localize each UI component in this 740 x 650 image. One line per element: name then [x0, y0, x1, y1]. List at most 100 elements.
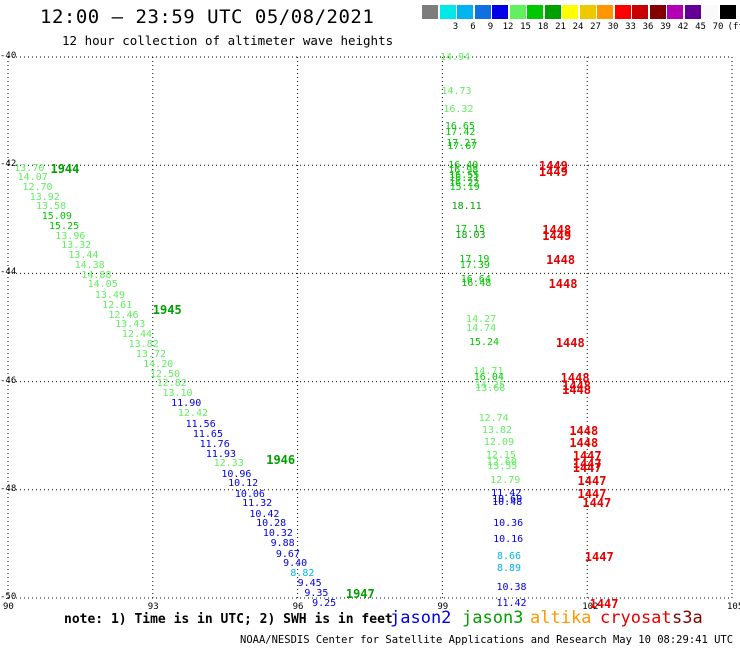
wave-height-value: 14.73 [441, 85, 472, 97]
wave-height-value: 10.36 [493, 517, 524, 529]
wave-height-value: 17.39 [459, 259, 490, 271]
wave-height-value: 11.90 [171, 398, 202, 410]
wave-height-value: 17.42 [445, 126, 476, 138]
pass-time-label: 1448 [560, 371, 590, 386]
lat-tick-label: -40 [0, 51, 17, 61]
color-swatch-label: 15 [520, 22, 531, 32]
wave-height-value: 18.11 [451, 201, 482, 213]
wave-height-value: 10.16 [493, 533, 524, 545]
wave-height-value: 14.25 [474, 379, 505, 391]
color-swatch-label: 3 [452, 22, 459, 32]
pass-time-label: 1447 [572, 449, 602, 464]
wave-height-value: 16.22 [449, 177, 480, 189]
pass-time-label: 1448 [546, 252, 576, 267]
wave-height-value: 18.03 [455, 230, 486, 242]
color-swatch-label: (ft) [727, 22, 740, 32]
wave-height-value: 13.70 [14, 162, 45, 174]
pass-time-label: 1447 [572, 456, 602, 471]
wave-height-value: 17.19 [459, 253, 490, 265]
wave-height-value: 9.25 [312, 597, 337, 609]
wave-height-value: 14.07 [17, 171, 48, 183]
wave-height-value: 11.56 [185, 418, 216, 430]
wave-height-value: 8.66 [496, 551, 522, 563]
wave-height-value: 14.38 [74, 259, 105, 271]
color-swatch [492, 5, 508, 19]
wave-height-value: 15.25 [49, 221, 80, 233]
wave-height-value: 14.27 [466, 313, 497, 325]
color-swatch-label: 12 [502, 22, 514, 32]
wave-height-value: 14.88 [81, 269, 112, 281]
wave-height-value: 15.24 [468, 336, 500, 348]
lat-tick-label: -48 [0, 483, 17, 494]
color-swatch-label: 6 [470, 22, 476, 32]
color-swatch [614, 5, 631, 19]
wave-height-value: 13.82 [481, 424, 513, 436]
wave-height-value: 8.89 [496, 563, 522, 575]
wave-height-value: 10.42 [249, 508, 280, 520]
color-swatch-label: 45 [695, 22, 706, 32]
wave-height-value: 13.10 [162, 388, 193, 400]
lat-tick-label: -50 [0, 592, 17, 602]
color-swatch-label: 24 [572, 22, 584, 32]
wave-height-value: 9.45 [297, 578, 322, 590]
color-swatch-label: 70 [712, 22, 724, 32]
wave-height-value: 13.55 [487, 461, 518, 473]
wave-height-value: 10.06 [234, 488, 265, 500]
pass-time-label: 1946 [266, 453, 296, 468]
wave-height-value: 13.92 [29, 191, 60, 203]
color-swatch [649, 5, 666, 19]
pass-time-label: 1448 [569, 423, 599, 438]
pass-time-label: 1947 [345, 586, 375, 601]
wave-height-value: 12.74 [478, 413, 509, 425]
legend-cryosat: cryosat [600, 608, 672, 628]
pass-time-label: 1447 [582, 496, 612, 511]
wave-height-value: 17.15 [454, 224, 486, 236]
pass-time-label: 1448 [555, 335, 585, 350]
pass-time-label: 1449 [538, 159, 568, 174]
wave-height-value: 9.35 [304, 588, 329, 600]
color-swatch [684, 5, 701, 19]
wave-height-value: 12.09 [483, 437, 515, 449]
pass-time-label: 1447 [572, 461, 602, 476]
wave-height-value: 11.32 [242, 498, 273, 510]
pass-time-label: 1449 [538, 164, 568, 179]
wave-height-value: 10.32 [262, 528, 293, 540]
color-swatch [457, 5, 473, 19]
wave-height-value: 13.49 [94, 289, 125, 301]
color-swatch [544, 5, 561, 19]
wave-height-value: 16.04 [473, 372, 504, 384]
pass-time-label: 1448 [542, 223, 572, 238]
color-swatch-label: 39 [660, 22, 671, 32]
wave-height-value: 15.19 [449, 181, 480, 193]
wave-height-value: 12.50 [149, 368, 180, 380]
wave-height-value: 8.82 [290, 568, 315, 580]
pass-time-label: 1448 [569, 436, 599, 451]
wave-height-value: 17.67 [447, 141, 478, 153]
wave-height-value: 16.65 [444, 121, 475, 133]
legend-altika: altika [530, 608, 592, 628]
color-swatch [439, 5, 456, 19]
color-swatch [667, 5, 683, 19]
color-swatch [597, 5, 613, 19]
wave-height-value: 14.05 [87, 279, 118, 291]
wave-height-value: 12.70 [22, 181, 53, 193]
pass-time-label: 1447 [577, 487, 607, 502]
wave-height-value: 12.33 [213, 457, 244, 469]
wave-height-value: 13.44 [68, 250, 99, 262]
wave-height-value: 10.38 [496, 582, 527, 594]
pass-time-label: 1447 [589, 596, 619, 611]
wave-height-value: 13.82 [128, 339, 159, 351]
wave-height-value: 15.09 [41, 211, 72, 223]
wave-height-value: 11.65 [192, 428, 223, 440]
lat-tick-label: -46 [0, 375, 17, 386]
wave-height-value: 11.42 [496, 597, 527, 609]
color-swatch [579, 5, 596, 19]
wave-height-value: 9.40 [283, 558, 308, 570]
wave-height-value: 12.44 [121, 329, 153, 341]
pass-time-label: 1448 [562, 383, 591, 398]
wave-height-value: 12.46 [108, 309, 139, 321]
pass-time-label: 1448 [548, 277, 578, 292]
wave-height-value: 13.68 [475, 383, 506, 395]
wave-height-value: 14.74 [466, 322, 497, 334]
wave-height-value: 16.32 [443, 104, 474, 116]
